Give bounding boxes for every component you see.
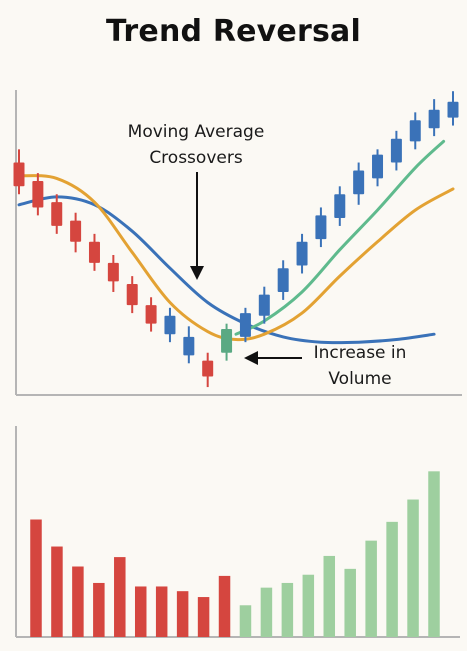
candle-body <box>13 162 25 187</box>
candlestick <box>409 112 421 150</box>
volume-bar <box>72 566 84 637</box>
volume-bar <box>281 582 294 637</box>
volume-bar <box>93 582 105 637</box>
volume-bar <box>218 575 231 637</box>
candlestick <box>32 173 44 216</box>
candlestick <box>353 162 365 205</box>
candlestick <box>258 286 270 324</box>
volume-bar <box>323 555 336 637</box>
candlestick <box>447 91 459 126</box>
candlestick <box>277 260 289 300</box>
volume-bar <box>344 568 356 637</box>
candle-body <box>447 101 459 118</box>
candle-body <box>390 138 402 163</box>
candlestick <box>390 130 402 171</box>
volume-bar <box>302 574 315 637</box>
volume-bar <box>30 519 42 637</box>
candlestick <box>70 212 82 253</box>
volume-bar <box>428 471 440 637</box>
candlestick <box>126 276 138 314</box>
candle-body <box>107 262 119 282</box>
candle-body <box>221 328 233 353</box>
candlestick <box>428 99 440 137</box>
candlestick <box>239 307 251 343</box>
volume-bar <box>114 557 126 637</box>
candlestick <box>334 186 346 226</box>
volume-bar <box>134 586 147 637</box>
price-axes <box>15 90 462 396</box>
annotation-volume-line-2: Volume <box>328 369 391 389</box>
volume-bar <box>365 540 377 637</box>
candle-body <box>88 241 100 263</box>
candle-body <box>202 360 214 377</box>
candle-body <box>409 120 421 142</box>
candlestick <box>202 352 214 388</box>
annotation-ma-line-2: Crossovers <box>149 148 243 168</box>
candle-body <box>334 194 346 219</box>
candlestick <box>315 207 327 248</box>
candle-body <box>126 284 138 306</box>
candlestick <box>107 254 119 292</box>
candle-body <box>372 154 384 179</box>
candle-body <box>315 215 327 240</box>
candlestick <box>372 149 384 187</box>
candle-body <box>239 313 251 337</box>
candle-body <box>258 294 270 316</box>
volume-bar <box>176 591 189 637</box>
candle-body <box>70 220 82 242</box>
candlestick <box>13 149 25 195</box>
volume-bar <box>407 499 419 637</box>
candle-body <box>296 241 308 266</box>
candlestick <box>296 233 308 274</box>
volume-bar <box>51 546 63 637</box>
volume-bars <box>30 471 440 637</box>
moving-average-lines <box>17 139 455 345</box>
volume-bar <box>239 605 252 637</box>
candle-body <box>32 181 44 208</box>
slow-ma-line <box>17 195 436 345</box>
candlestick <box>221 323 233 361</box>
annotation-volume-line-1: Increase in <box>314 343 407 363</box>
candle-body <box>183 336 195 356</box>
candle-body <box>428 109 440 129</box>
candlestick <box>183 326 195 364</box>
candle-body <box>51 202 63 226</box>
crossover-arrow-head <box>190 266 204 280</box>
candlestick <box>88 233 100 271</box>
candlestick <box>164 307 176 343</box>
candle-body <box>145 305 157 324</box>
annotations: Moving Average Crossovers Increase in Vo… <box>128 122 407 389</box>
candle-body <box>353 170 365 195</box>
annotation-ma-line-1: Moving Average <box>128 122 265 142</box>
candlestick <box>145 297 157 332</box>
volume-bar <box>260 587 273 637</box>
candlestick <box>51 194 63 234</box>
volume-bar <box>386 521 398 637</box>
volume-arrow-head <box>244 351 258 365</box>
volume-axes <box>15 426 460 638</box>
volume-bar <box>197 597 210 637</box>
volume-bar <box>155 586 168 637</box>
candle-body <box>277 268 289 292</box>
candlesticks <box>13 91 459 388</box>
chart-title: Trend Reversal <box>106 14 361 49</box>
medium-ma-line <box>17 174 455 342</box>
candle-body <box>164 315 176 335</box>
